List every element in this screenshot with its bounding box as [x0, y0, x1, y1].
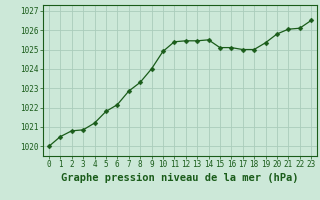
X-axis label: Graphe pression niveau de la mer (hPa): Graphe pression niveau de la mer (hPa) [61, 173, 299, 183]
